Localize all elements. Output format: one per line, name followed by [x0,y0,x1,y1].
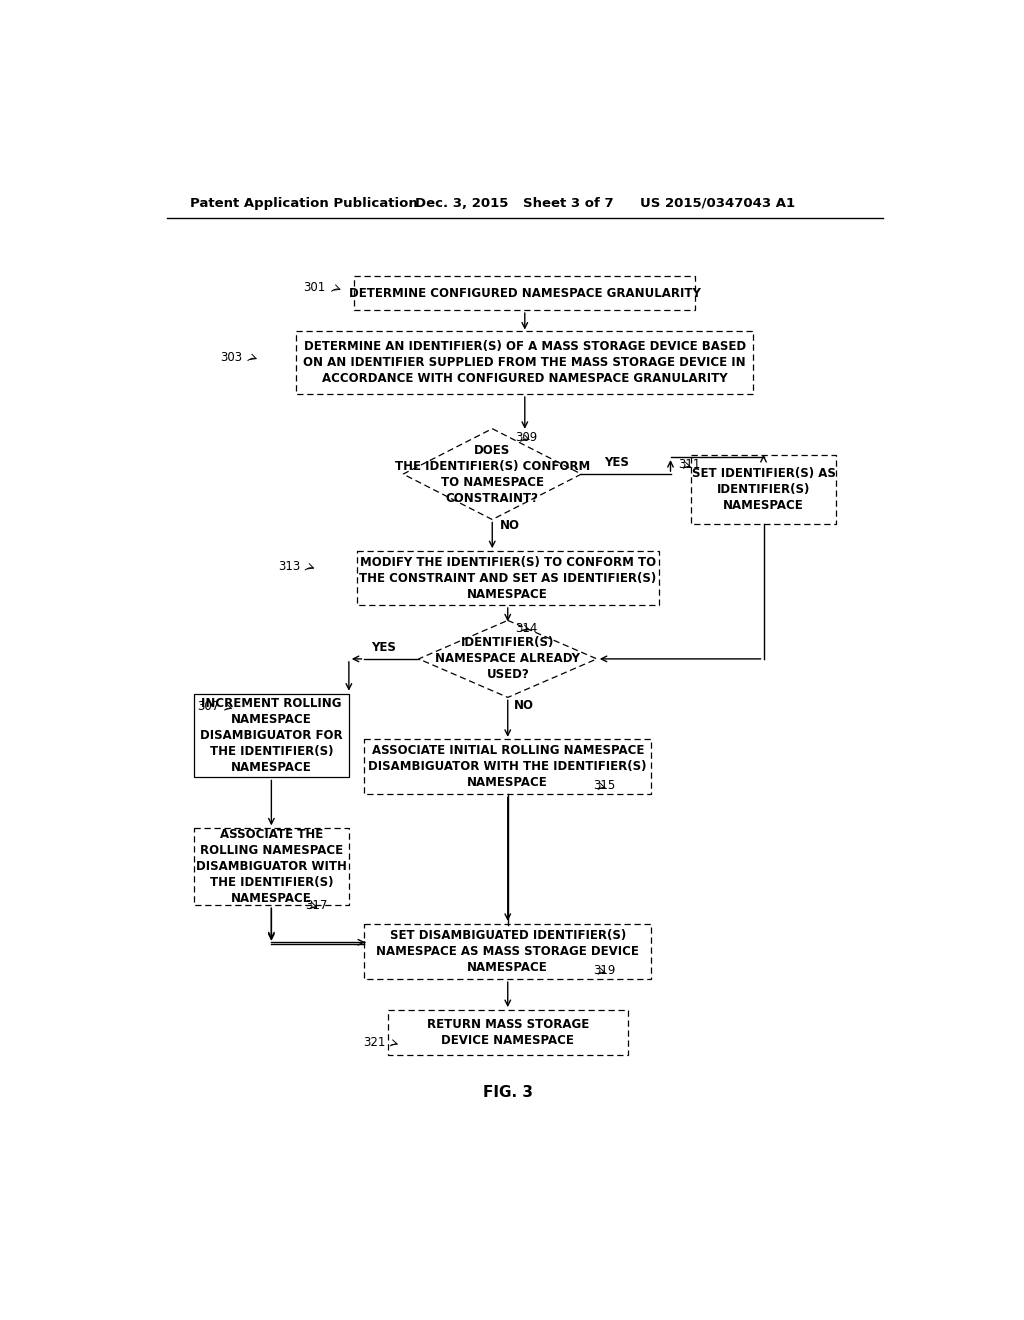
Text: 307: 307 [198,700,219,713]
Text: YES: YES [604,455,629,469]
Text: RETURN MASS STORAGE
DEVICE NAMESPACE: RETURN MASS STORAGE DEVICE NAMESPACE [427,1018,589,1047]
Text: 321: 321 [362,1036,385,1049]
Bar [388,1010,628,1055]
Text: SET IDENTIFIER(S) AS
IDENTIFIER(S)
NAMESPACE: SET IDENTIFIER(S) AS IDENTIFIER(S) NAMES… [691,467,836,512]
Text: US 2015/0347043 A1: US 2015/0347043 A1 [640,197,795,210]
Bar [365,924,651,979]
Bar [354,276,695,310]
Text: 319: 319 [593,964,615,977]
Bar [356,552,658,605]
Text: NO: NO [500,519,520,532]
Polygon shape [403,429,582,520]
Text: ASSOCIATE THE
ROLLING NAMESPACE
DISAMBIGUATOR WITH
THE IDENTIFIER(S)
NAMESPACE: ASSOCIATE THE ROLLING NAMESPACE DISAMBIG… [196,829,347,906]
Text: YES: YES [372,640,396,653]
Bar [296,331,754,395]
Text: FIG. 3: FIG. 3 [482,1085,532,1100]
Text: DETERMINE CONFIGURED NAMESPACE GRANULARITY: DETERMINE CONFIGURED NAMESPACE GRANULARI… [349,286,700,300]
Text: DETERMINE AN IDENTIFIER(S) OF A MASS STORAGE DEVICE BASED
ON AN IDENTIFIER SUPPL: DETERMINE AN IDENTIFIER(S) OF A MASS STO… [303,341,746,385]
Text: ASSOCIATE INITIAL ROLLING NAMESPACE
DISAMBIGUATOR WITH THE IDENTIFIER(S)
NAMESPA: ASSOCIATE INITIAL ROLLING NAMESPACE DISA… [369,744,647,789]
Text: 311: 311 [678,458,700,471]
Text: DOES
THE IDENTIFIER(S) CONFORM
TO NAMESPACE
CONSTRAINT?: DOES THE IDENTIFIER(S) CONFORM TO NAMESP… [394,444,590,504]
Text: 301: 301 [303,281,326,294]
Bar [194,694,349,777]
Bar [194,829,349,906]
Text: INCREMENT ROLLING
NAMESPACE
DISAMBIGUATOR FOR
THE IDENTIFIER(S)
NAMESPACE: INCREMENT ROLLING NAMESPACE DISAMBIGUATO… [200,697,343,775]
Text: Sheet 3 of 7: Sheet 3 of 7 [523,197,613,210]
Bar [690,455,837,524]
Text: 315: 315 [593,779,615,792]
Text: SET DISAMBIGUATED IDENTIFIER(S)
NAMESPACE AS MASS STORAGE DEVICE
NAMESPACE: SET DISAMBIGUATED IDENTIFIER(S) NAMESPAC… [376,929,639,974]
Text: 317: 317 [305,899,327,912]
Text: Dec. 3, 2015: Dec. 3, 2015 [415,197,508,210]
Text: 313: 313 [278,560,300,573]
Text: NO: NO [514,698,534,711]
Text: Patent Application Publication: Patent Application Publication [190,197,418,210]
Text: MODIFY THE IDENTIFIER(S) TO CONFORM TO
THE CONSTRAINT AND SET AS IDENTIFIER(S)
N: MODIFY THE IDENTIFIER(S) TO CONFORM TO T… [359,556,656,601]
Bar [365,739,651,795]
Polygon shape [419,620,597,697]
Text: IDENTIFIER(S)
NAMESPACE ALREADY
USED?: IDENTIFIER(S) NAMESPACE ALREADY USED? [435,636,581,681]
Text: 309: 309 [515,432,538,445]
Text: 303: 303 [220,351,243,363]
Text: 314: 314 [515,622,538,635]
